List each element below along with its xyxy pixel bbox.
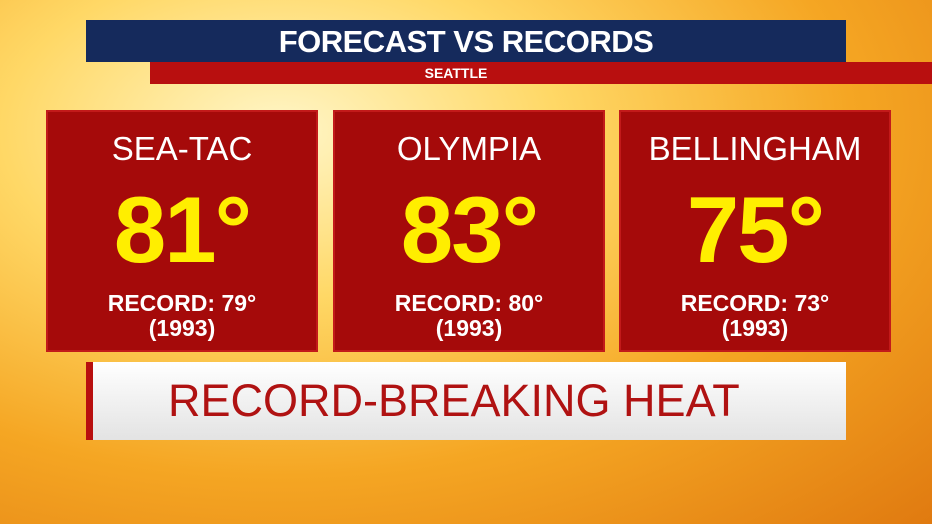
record-year: (1993)	[148, 315, 216, 341]
record-temp: RECORD: 79°	[107, 290, 257, 316]
record-temp: RECORD: 73°	[680, 290, 830, 316]
record-year: (1993)	[721, 315, 789, 341]
forecast-temp: 83°	[400, 177, 539, 282]
location-name: SEA-TAC	[111, 130, 253, 167]
title: FORECAST VS RECORDS	[86, 20, 846, 62]
location-card: SEA-TAC 81° RECORD: 79° (1993)	[46, 110, 318, 352]
location-card: BELLINGHAM 75° RECORD: 73° (1993)	[619, 110, 891, 352]
forecast-temp: 75°	[686, 177, 825, 282]
banner: RECORD-BREAKING HEAT	[86, 362, 846, 440]
location-name: BELLINGHAM	[648, 130, 862, 167]
location-name: OLYMPIA	[396, 130, 542, 167]
record-year: (1993)	[435, 315, 503, 341]
record-temp: RECORD: 80°	[394, 290, 544, 316]
subtitle: SEATTLE	[150, 62, 932, 84]
forecast-temp: 81°	[113, 177, 252, 282]
location-card: OLYMPIA 83° RECORD: 80° (1993)	[333, 110, 605, 352]
